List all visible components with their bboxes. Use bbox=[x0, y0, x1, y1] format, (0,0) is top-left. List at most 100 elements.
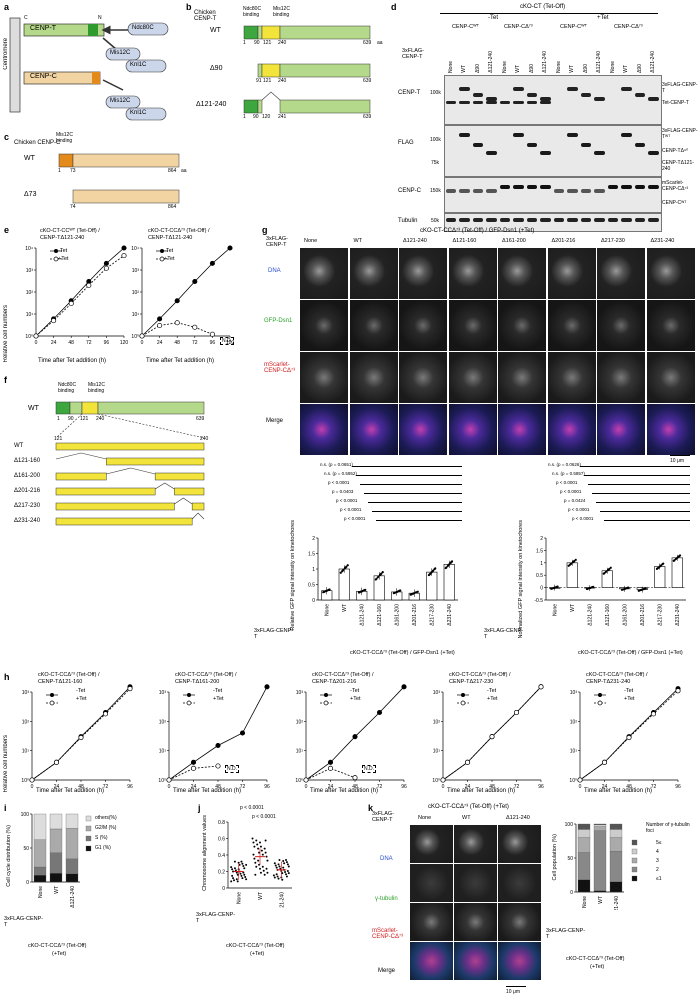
data-point bbox=[231, 874, 234, 877]
data-point bbox=[265, 855, 268, 858]
x-tick-label: 72 bbox=[240, 784, 246, 790]
micrograph-cell bbox=[448, 248, 497, 299]
point-plus-tet bbox=[157, 322, 163, 329]
band-flag bbox=[486, 151, 497, 155]
legend-swatch bbox=[85, 815, 92, 822]
stacked-segment bbox=[593, 823, 607, 825]
stat-bracket bbox=[592, 493, 690, 494]
data-point bbox=[255, 839, 258, 842]
band-tubulin bbox=[486, 218, 497, 222]
micrograph-cell bbox=[597, 248, 645, 299]
data-point bbox=[259, 845, 262, 848]
h-legend-plus: +Tet bbox=[350, 696, 361, 702]
d-lane-label: Δ90 bbox=[636, 64, 643, 73]
y-tick-label: 1.5 bbox=[536, 548, 543, 554]
micrograph-cell bbox=[498, 404, 546, 455]
data-point bbox=[255, 865, 258, 868]
micrograph-cell bbox=[547, 248, 596, 299]
b-wt-tick-90: 90 bbox=[254, 40, 260, 46]
category-label: Δ161-200 bbox=[623, 604, 629, 626]
micrograph-cell bbox=[547, 300, 596, 351]
data-point bbox=[287, 872, 290, 875]
series-minus-tet-line bbox=[35, 247, 125, 337]
d-right-2a: 3xFLAG-CENP-Tᵂᵀ bbox=[662, 128, 698, 140]
band-cenp-c bbox=[472, 189, 483, 193]
f-tick-240: 240 bbox=[96, 416, 105, 422]
category-label: None bbox=[553, 604, 559, 616]
d-lane-label: WT bbox=[515, 65, 522, 73]
stacked-segment bbox=[577, 823, 591, 830]
h-legend-minus: -Tet bbox=[624, 688, 634, 694]
data-point bbox=[678, 554, 682, 557]
k-micrograph-grid: None WT Δ121-240 bbox=[410, 815, 542, 985]
band-tubulin bbox=[594, 218, 605, 222]
data-point bbox=[429, 572, 432, 575]
band-tubulin bbox=[472, 218, 483, 222]
band-cenp-c bbox=[567, 189, 578, 193]
mw-cenp-c: 150k bbox=[430, 188, 441, 194]
h-legend-plus: +Tet bbox=[76, 696, 87, 702]
stat-text: p < 0.0001 bbox=[340, 507, 362, 512]
y-tick-label: 0.4 bbox=[218, 853, 225, 859]
category-label: Δ121-240 bbox=[360, 604, 366, 626]
micrograph-cell bbox=[498, 300, 546, 351]
point-minus-tet bbox=[190, 759, 197, 765]
category-label: Δ217-230 bbox=[430, 604, 436, 626]
point-plus-tet bbox=[51, 318, 57, 324]
f-deletion-bracket bbox=[174, 497, 193, 505]
y-tick-label: 10² bbox=[22, 719, 30, 725]
h-legend-plus: +Tet bbox=[624, 696, 635, 702]
d-lane-label: Δ90 bbox=[474, 64, 481, 73]
h-growth-plot: 10⁰ 10¹ 10² 10³ 0 24 48 72 96 bbox=[569, 686, 681, 790]
g-row-gfp: GFP-Dsn1 bbox=[264, 318, 293, 324]
micrograph-cell bbox=[410, 903, 453, 941]
b-del-tick-241: 241 bbox=[278, 114, 287, 120]
point-plus-tet bbox=[190, 765, 197, 771]
micrograph-cell bbox=[349, 300, 398, 351]
g-row-dna: DNA bbox=[268, 268, 281, 274]
point-plus-tet bbox=[86, 282, 92, 288]
legend-marker-plus bbox=[460, 700, 466, 706]
category-label: None bbox=[582, 896, 588, 908]
point-minus-tet bbox=[327, 759, 334, 765]
data-point bbox=[285, 873, 287, 876]
stat-text: n.s. (p = 0.5952) bbox=[324, 471, 357, 476]
band-tet-cenp-t bbox=[445, 101, 456, 104]
f-deletion-bracket bbox=[191, 512, 205, 520]
micrograph-cell bbox=[399, 300, 447, 351]
h-plots: cKO-CT-CCΔ⁷³ (Tet-Off) / CENP-TΔ121-160 -T… bbox=[10, 672, 698, 797]
f-row-1: Δ121-160 bbox=[14, 458, 41, 464]
x-tick-label: 72 bbox=[651, 784, 657, 790]
series-plus-tet-line bbox=[35, 255, 125, 337]
band-3xflag-cenp-t bbox=[634, 93, 645, 97]
h-xlabel: Time after Tet addition (h) bbox=[310, 788, 379, 794]
i-ylabel: Cell cycle distribution (%) bbox=[6, 825, 12, 887]
band-tubulin bbox=[648, 218, 659, 222]
panel-letter-g: g bbox=[262, 225, 268, 235]
band-cenp-c bbox=[553, 189, 564, 193]
legend-marker-minus bbox=[598, 693, 602, 697]
data-point bbox=[445, 566, 448, 569]
micrograph-cell bbox=[646, 404, 695, 455]
point-plus-tet bbox=[327, 765, 334, 771]
y-tick-label: 50 bbox=[567, 856, 573, 862]
f-zoom-start: 121 bbox=[54, 436, 63, 442]
d-right-1a: 3xFLAG-CENP-T bbox=[662, 82, 698, 94]
j-footer-2: (+Tet) bbox=[250, 951, 265, 957]
stacked-segment bbox=[577, 852, 591, 880]
data-point bbox=[622, 588, 625, 591]
category-label: Δ231-240 bbox=[675, 604, 681, 626]
band-flag bbox=[567, 133, 578, 137]
i-legend-3: G1 (%) bbox=[95, 845, 111, 851]
h-growth-plot: 10⁰ 10¹ 10² 10³ 0 24 48 72 96 bbox=[432, 684, 544, 790]
h-title-2: CENP-TΔ121-160 bbox=[38, 679, 83, 685]
category-label: Δ201-216 bbox=[640, 604, 646, 626]
band-tet-cenp-t bbox=[472, 101, 483, 104]
micrograph-cell bbox=[300, 404, 348, 455]
stat-bracket bbox=[600, 511, 690, 512]
y-tick-label: 50 bbox=[23, 846, 29, 852]
f-row-3: Δ201-216 bbox=[14, 488, 41, 494]
stacked-segment bbox=[65, 873, 79, 883]
i-footer-2: (+Tet) bbox=[52, 951, 67, 957]
data-point bbox=[232, 870, 235, 873]
